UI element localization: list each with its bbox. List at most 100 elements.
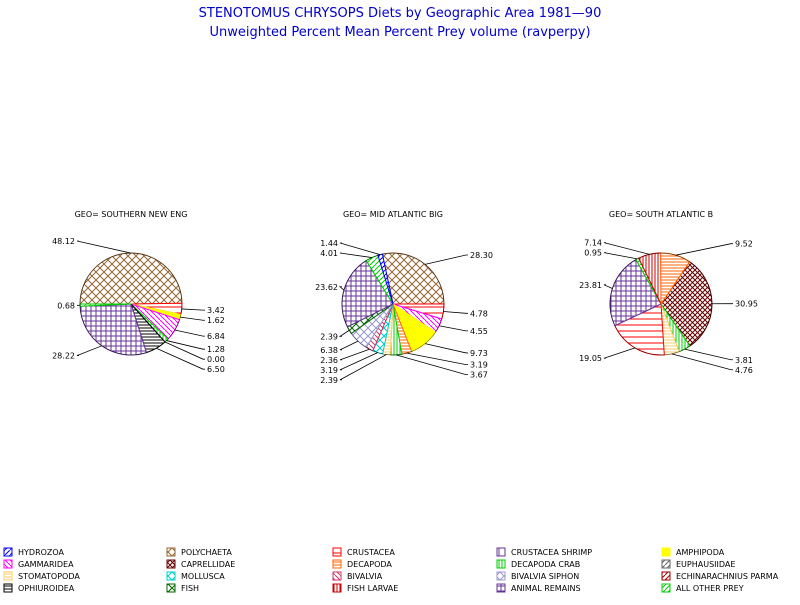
data-label-crustacea: 3.42 [207,306,225,315]
legend-label: ANIMAL REMAINS [511,584,581,593]
legend: HYDROZOA POLYCHAETA CRUSTACEA CRUSTACEA SHR… [4,548,779,593]
data-label-stomatopoda: 2.39 [320,376,338,385]
legend-swatch [333,572,341,580]
legend-swatch [497,548,505,556]
pie-title: GEO= MID ATLANTIC BIG [343,210,443,219]
legend-swatch [167,560,175,568]
legend-item-decapoda: DECAPODA [333,560,392,569]
chart-title: STENOTOMUS CHRYSOPS Diets by Geographic … [199,6,602,21]
legend-label: CAPRELLIDAE [181,560,235,569]
data-label-decapoda: 3.19 [470,361,488,370]
legend-item-euphausiidae: EUPHAUSIIDAE [662,560,735,569]
legend-label: BIVALVIA SIPHON [511,572,579,581]
legend-label: OPHIUROIDEA [18,584,75,593]
legend-swatch [497,584,505,592]
legend-swatch [662,548,670,556]
legend-label: ECHINARACHNIUS PARMA [676,572,779,581]
legend-item-hydrozoa: HYDROZOA [4,548,65,557]
leader-line [340,253,372,258]
data-label-euphausiidae: 0.00 [207,355,225,364]
legend-item-ophiuroidea: OPHIUROIDEA [4,584,75,593]
legend-swatch [167,584,175,592]
leader-line [340,330,349,336]
leader-line [676,244,733,255]
pie-title: GEO= SOUTHERN NEW ENG [75,210,188,219]
legend-label: AMPHIPODA [676,548,725,557]
data-label-all-other-prey: 0.95 [584,249,602,258]
legend-swatch [167,548,175,556]
legend-item-decapoda-crab: DECAPODA CRAB [497,560,580,569]
data-label-polychaeta: 28.30 [470,251,493,260]
leader-line [604,253,637,259]
legend-label: ALL OTHER PREY [676,584,744,593]
data-label-crustacea: 4.78 [470,309,488,318]
legend-item-bivalvia-siphon: BIVALVIA SIPHON [497,572,579,581]
legend-item-caprellidae: CAPRELLIDAE [167,560,235,569]
leader-line [340,355,386,380]
legend-swatch [333,560,341,568]
legend-item-stomatopoda: STOMATOPODA [4,572,80,581]
leader-line [77,346,102,356]
legend-swatch [333,548,341,556]
data-label-animal-remains: 23.62 [315,283,338,292]
leader-line [604,285,612,289]
leader-line [182,309,205,310]
legend-label: CRUSTACEA SHRIMP [511,548,592,557]
legend-swatch [4,548,12,556]
legend-item-amphipoda: AMPHIPODA [662,548,725,557]
legend-label: DECAPODA [347,560,392,569]
data-label-all-other-prey: 4.01 [320,249,338,258]
data-label-gammaridea: 6.84 [207,332,225,341]
legend-swatch [167,572,175,580]
data-label-caprellidae: 30.95 [735,300,758,309]
data-label-all-other-prey: 0.68 [57,301,75,310]
legend-item-fish-larvae: FISH LARVAE [333,584,398,593]
data-label-fish-larvae: 7.14 [584,239,602,248]
legend-swatch [4,584,12,592]
legend-label: GAMMARIDEA [18,560,74,569]
legend-item-mollusca: MOLLUSCA [167,572,225,581]
legend-item-animal-remains: ANIMAL REMAINS [497,584,581,593]
leader-line [156,348,205,369]
pie-title: GEO= SOUTH ATLANTIC B [609,210,713,219]
legend-label: EUPHAUSIIDAE [676,560,735,569]
leader-line [604,348,635,358]
legend-swatch [4,572,12,580]
data-label-hydrozoa: 1.44 [320,239,338,248]
leader-line [407,353,468,365]
pie-slice-polychaeta [80,253,182,304]
pie-3: GEO= SOUTH ATLANTIC B9.5230.953.814.767.… [579,210,758,375]
data-label-amphipoda: 9.73 [470,349,488,358]
data-label-amphipoda: 1.62 [207,316,225,325]
leader-line [685,349,733,360]
data-label-decapoda-crab: 3.81 [735,356,753,365]
legend-item-gammaridea: GAMMARIDEA [4,560,74,569]
leader-line [443,312,468,314]
chart-subtitle: Unweighted Percent Mean Percent Prey vol… [209,25,590,40]
legend-label: FISH LARVAE [347,584,398,593]
data-label-decapoda-crab: 3.67 [470,371,488,380]
leader-line [340,287,344,290]
legend-swatch [662,584,670,592]
legend-label: BIVALVIA [347,572,383,581]
legend-swatch [662,572,670,580]
data-label-polychaeta: 48.12 [52,237,75,246]
legend-item-echinarachnius-parma: ECHINARACHNIUS PARMA [662,572,779,581]
leader-line [175,330,205,336]
legend-label: POLYCHAETA [181,548,232,557]
leader-line [340,353,378,370]
leader-line [672,354,733,370]
data-label-ophiuroidea: 6.50 [207,365,225,374]
leader-line [167,341,205,350]
leader-line [340,341,358,350]
data-label-bivalvia-siphon: 6.38 [320,346,338,355]
data-label-stomatopoda: 4.76 [735,366,753,375]
legend-swatch [333,584,341,592]
legend-label: DECAPODA CRAB [511,560,580,569]
leader-line [77,241,131,253]
legend-swatch [662,560,670,568]
legend-label: CRUSTACEA [347,548,395,557]
legend-swatch [497,560,505,568]
